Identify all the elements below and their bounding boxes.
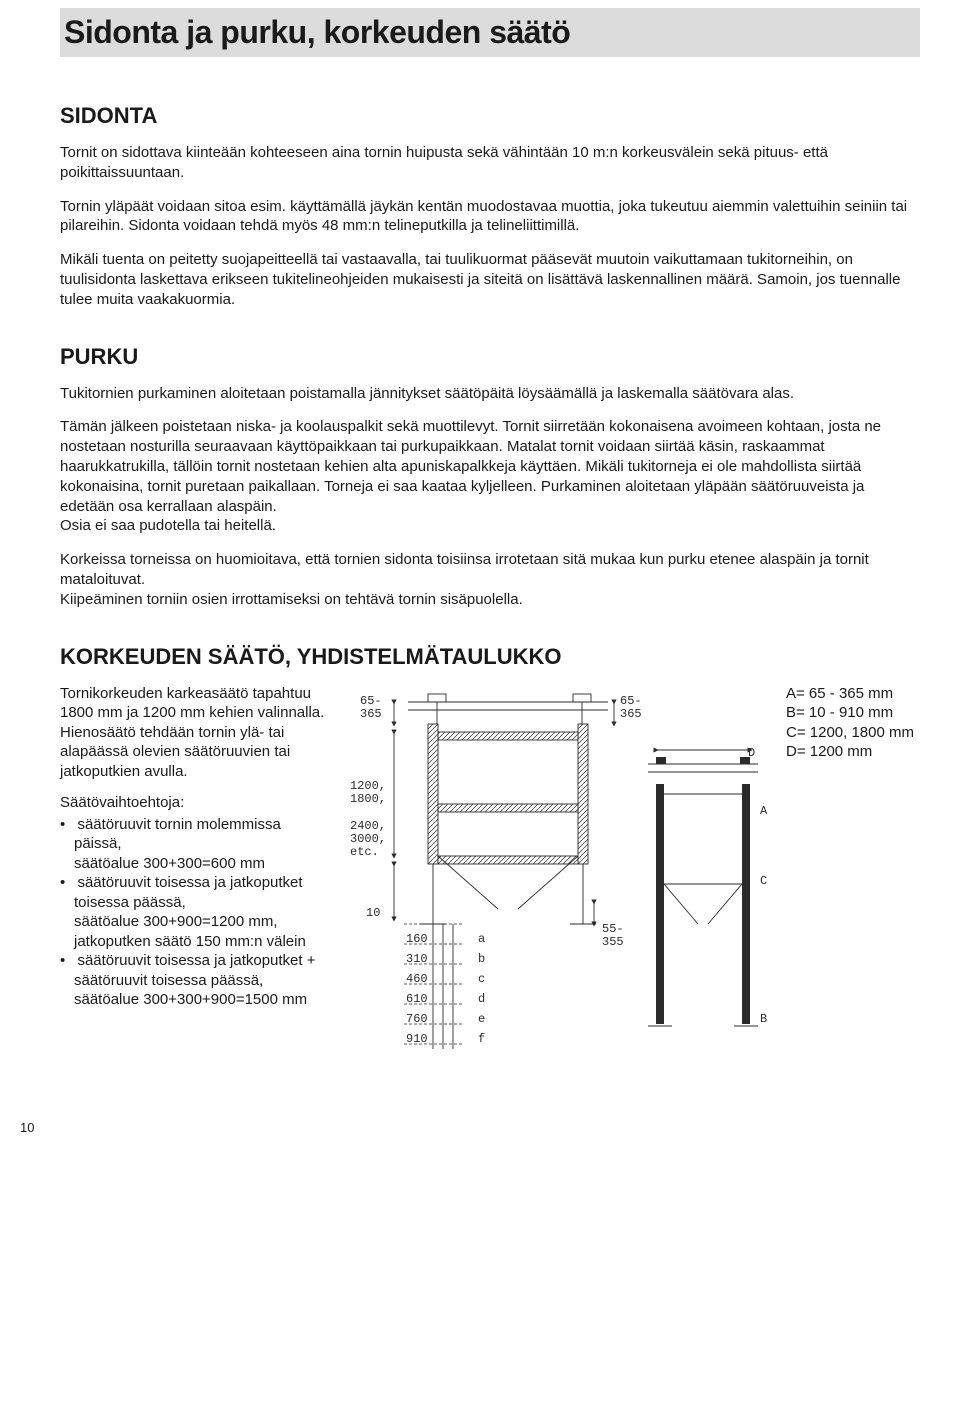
col-diagram: 65- 365 1200, 1800, 2400, 3000, etc. 10 … — [348, 684, 768, 1084]
dim-label: A — [760, 804, 768, 818]
dim-label: f — [478, 1032, 485, 1046]
dim-label: B — [760, 1012, 767, 1026]
col-left: Tornikorkeuden karkeasäätö tapahtuu 1800… — [60, 684, 330, 1084]
purku-p2: Tämän jälkeen poistetaan niska- ja koola… — [60, 417, 920, 536]
dim-label: 3000, — [350, 832, 386, 846]
dim-label: 1200, — [350, 779, 386, 793]
purku-p3: Korkeissa torneissa on huomioitava, että… — [60, 550, 920, 609]
opt-text: säätöruuvit toisessa ja jatkoputket tois… — [74, 874, 303, 911]
dim-label: 65- — [360, 694, 382, 708]
sidonta-p1: Tornit on sidottava kiinteään kohteeseen… — [60, 143, 920, 183]
legend-C: C= 1200, 1800 mm — [786, 723, 946, 743]
list-item: säätöruuvit toisessa ja jatkoputket tois… — [60, 873, 330, 951]
dim-label: e — [478, 1012, 485, 1026]
dim-label: D — [748, 746, 755, 760]
title-band: Sidonta ja purku, korkeuden säätö — [60, 8, 920, 57]
legend-A: A= 65 - 365 mm — [786, 684, 946, 704]
dim-label: 310 — [406, 952, 428, 966]
list-item: säätöruuvit toisessa ja jatkoputket + sä… — [60, 951, 330, 1010]
dim-label: 365 — [360, 707, 382, 721]
dim-label: etc. — [350, 845, 379, 859]
dim-label: 10 — [366, 906, 380, 920]
bottom-columns: Tornikorkeuden karkeasäätö tapahtuu 1800… — [60, 684, 920, 1084]
col-legend: A= 65 - 365 mm B= 10 - 910 mm C= 1200, 1… — [786, 684, 946, 1084]
tower-diagram: 65- 365 1200, 1800, 2400, 3000, etc. 10 … — [348, 684, 768, 1084]
dim-label: c — [478, 972, 485, 986]
left-p1: Tornikorkeuden karkeasäätö tapahtuu 1800… — [60, 684, 330, 782]
purku-p1: Tukitornien purkaminen aloitetaan poista… — [60, 384, 920, 404]
page-number: 10 — [20, 1120, 920, 1135]
sidonta-p3: Mikäli tuenta on peitetty suojapeitteell… — [60, 250, 920, 309]
opts-header: Säätövaihtoehtoja: — [60, 793, 330, 813]
dim-label: 160 — [406, 932, 428, 946]
dim-label: b — [478, 952, 485, 966]
list-item: säätöruuvit tornin molemmissa päissä, sä… — [60, 815, 330, 874]
opt-text: säätöruuvit toisessa ja jatkoputket + sä… — [74, 952, 316, 989]
dim-label: 365 — [620, 707, 642, 721]
dim-label: 610 — [406, 992, 428, 1006]
opt-text: säätöruuvit tornin molemmissa päissä, — [74, 816, 281, 853]
legend-B: B= 10 - 910 mm — [786, 703, 946, 723]
page-title: Sidonta ja purku, korkeuden säätö — [64, 14, 920, 51]
dim-label: 1800, — [350, 792, 386, 806]
dim-label: a — [478, 932, 485, 946]
legend-D: D= 1200 mm — [786, 742, 946, 762]
options-list: säätöruuvit tornin molemmissa päissä, sä… — [60, 815, 330, 1010]
opt-text: säätöalue 300+300=600 mm — [74, 854, 330, 874]
dim-label: d — [478, 992, 485, 1006]
heading-purku: PURKU — [60, 344, 920, 370]
dim-label: 55- — [602, 922, 624, 936]
sidonta-p2: Tornin yläpäät voidaan sitoa esim. käytt… — [60, 197, 920, 237]
dim-label: 2400, — [350, 819, 386, 833]
dim-label: 460 — [406, 972, 428, 986]
dim-label: 65- — [620, 694, 642, 708]
dim-label: 910 — [406, 1032, 428, 1046]
opt-text: säätöalue 300+900=1200 mm, jatkoputken s… — [74, 912, 330, 951]
heading-korkeus: KORKEUDEN SÄÄTÖ, YHDISTELMÄTAULUKKO — [60, 644, 920, 670]
dim-label: 760 — [406, 1012, 428, 1026]
dim-label: 355 — [602, 935, 624, 949]
opt-text: säätöalue 300+300+900=1500 mm — [74, 990, 330, 1010]
heading-sidonta: SIDONTA — [60, 103, 920, 129]
dim-label: C — [760, 874, 767, 888]
